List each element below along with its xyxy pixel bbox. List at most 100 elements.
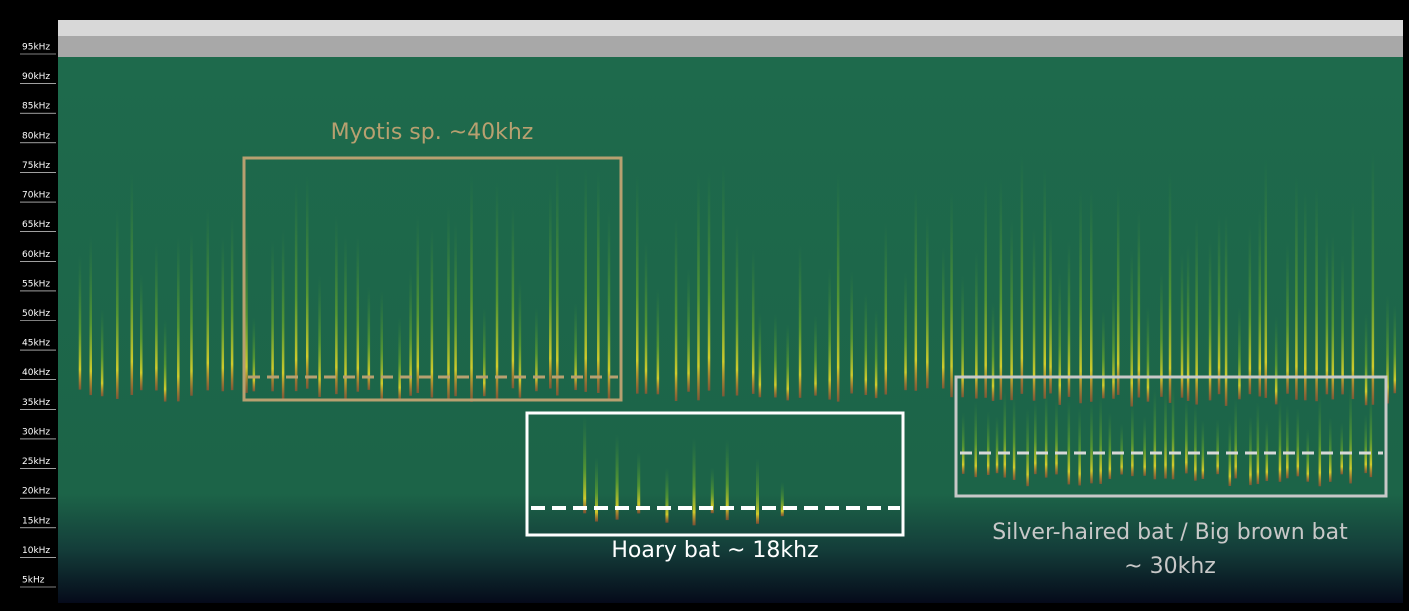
axis-label: 10kHz [22, 546, 50, 556]
axis-label: 60kHz [22, 250, 50, 260]
bat-call [306, 175, 309, 388]
page: {"axis":{"labels":["95kHz","90kHz","85kH… [0, 0, 1409, 607]
axis-label: 35kHz [22, 398, 50, 408]
bat-call [1238, 307, 1241, 399]
axis-label: 30kHz [22, 427, 50, 437]
bat-call [1315, 187, 1318, 402]
bat-call [1370, 393, 1373, 477]
bat-call [1332, 233, 1335, 400]
bat-call [915, 189, 918, 391]
bat-call [1275, 316, 1278, 404]
axis-label: 85kHz [22, 102, 50, 112]
bat-call [512, 205, 515, 388]
bat-call [177, 236, 180, 402]
bat-call [1026, 409, 1029, 486]
axis-label: 5kHz [22, 576, 45, 586]
bat-call [483, 308, 486, 396]
bat-call [1154, 390, 1157, 480]
bat-call [164, 320, 167, 402]
bat-call [1194, 405, 1197, 481]
axis-label: 45kHz [22, 339, 50, 349]
bat-call [1249, 225, 1252, 394]
bat-call [1172, 385, 1175, 479]
bat-call [1326, 234, 1329, 395]
bat-call [1055, 400, 1058, 475]
spectrogram-view: 95kHz90kHz85kHz80kHz75kHz70kHz65kHz60kHz… [0, 0, 1409, 607]
bat-call [786, 324, 789, 400]
bat-call [1164, 388, 1167, 479]
bat-call [687, 269, 690, 392]
bat-call [774, 314, 777, 397]
bat-call [637, 452, 640, 513]
bat-call [1131, 404, 1134, 476]
bat-call [850, 271, 853, 394]
bat-call [271, 240, 274, 391]
bat-call [190, 231, 193, 395]
bat-call [1059, 274, 1062, 405]
bat-call [1365, 313, 1368, 405]
bat-call [1120, 424, 1123, 475]
bat-call [752, 250, 755, 394]
bat-call [1147, 306, 1150, 401]
bat-call [1010, 218, 1013, 400]
bat-call [584, 169, 587, 392]
bat-call [1169, 172, 1172, 403]
bat-call [101, 309, 104, 396]
bat-call [904, 272, 907, 390]
bat-call [1117, 186, 1120, 395]
bat-call [535, 308, 538, 391]
bat-call [1143, 416, 1146, 476]
axis-label: 75kHz [22, 161, 50, 171]
bat-call [1112, 286, 1115, 398]
bat-call [885, 223, 888, 395]
bat-call [708, 172, 711, 391]
axis-label: 70kHz [22, 191, 50, 201]
bat-call [1234, 399, 1237, 479]
bat-call [942, 247, 945, 388]
axis-label: 90kHz [22, 72, 50, 82]
silver-label: Silver-haired bat / Big brown bat [992, 520, 1348, 545]
bat-call [950, 191, 953, 397]
bat-call [155, 243, 158, 391]
bat-call [722, 165, 725, 396]
bat-call [1286, 242, 1289, 394]
bat-call [318, 276, 321, 397]
axis-label: 25kHz [22, 457, 50, 467]
bat-call [357, 235, 360, 392]
bat-call [1349, 386, 1352, 484]
bat-call [1185, 399, 1188, 473]
bat-call [583, 416, 586, 513]
bat-call [1304, 191, 1307, 400]
axis-label: 95kHz [22, 43, 50, 53]
bat-call [1364, 414, 1367, 473]
bat-call [1265, 159, 1268, 398]
bat-call [608, 210, 611, 399]
bat-call [665, 468, 668, 523]
bat-call [1033, 228, 1036, 401]
bat-call [295, 183, 298, 391]
bat-call [1266, 421, 1269, 481]
bat-call [519, 280, 522, 398]
bat-call [1329, 418, 1332, 482]
bat-call [79, 255, 82, 389]
bat-call [1000, 178, 1003, 400]
bat-call [1394, 305, 1397, 393]
bat-call [1216, 419, 1219, 474]
bat-call [1307, 429, 1310, 482]
bat-call [368, 286, 371, 390]
bat-call [984, 180, 987, 397]
bat-call [996, 417, 999, 473]
bat-call [1045, 392, 1048, 478]
bat-call [1130, 250, 1133, 406]
bat-call [759, 313, 762, 397]
bat-call [1013, 397, 1016, 480]
bat-call [1102, 311, 1105, 398]
bat-call [1021, 155, 1024, 394]
bat-call [992, 302, 995, 401]
axis-label: 65kHz [22, 220, 50, 230]
bat-call [335, 215, 338, 394]
bat-call [756, 459, 759, 524]
bat-call [1341, 255, 1344, 394]
bat-call [447, 205, 450, 401]
bat-call [344, 235, 347, 400]
